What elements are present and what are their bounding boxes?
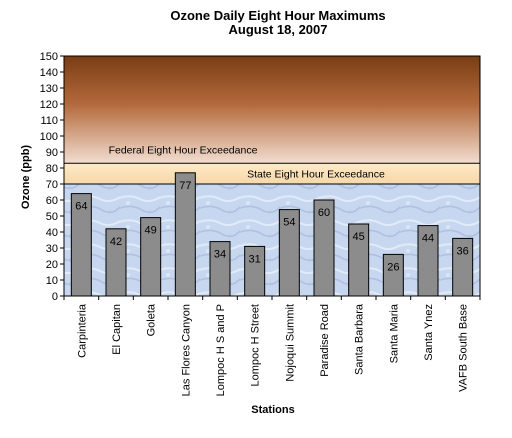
data-label-0: 64 — [75, 201, 87, 213]
chart-subtitle: August 18, 2007 — [229, 22, 328, 37]
federal-band-label: Federal Eight Hour Exceedance — [109, 145, 258, 157]
plot-frame — [63, 55, 481, 297]
data-label-1: 42 — [110, 236, 122, 248]
data-label-7: 60 — [318, 207, 330, 219]
data-label-5: 31 — [249, 253, 261, 265]
y-tick-label-1: 10 — [46, 275, 58, 287]
x-tick-label-1: El Capitan — [111, 304, 123, 355]
data-label-2: 49 — [145, 225, 157, 237]
x-axis-label: Stations — [251, 404, 294, 416]
x-tick-label-11: VAFB South Base — [458, 304, 470, 392]
y-tick-label-14: 140 — [40, 67, 58, 79]
data-label-9: 26 — [387, 261, 399, 273]
x-tick-label-2: Goleta — [146, 303, 158, 336]
x-tick-label-4: Lompoc H S and P — [215, 304, 227, 396]
data-label-8: 45 — [353, 231, 365, 243]
state-exceedance-band — [64, 163, 480, 184]
x-tick-label-3: Las Flores Canyon — [180, 304, 192, 396]
x-tick-label-9: Santa Maria — [388, 303, 400, 363]
data-label-6: 54 — [283, 217, 295, 229]
y-axis-label: Ozone (ppb) — [20, 145, 32, 209]
plot-area: Federal Eight Hour Exceedance State Eight… — [40, 51, 481, 396]
y-tick-label-2: 20 — [46, 259, 58, 271]
y-tick-label-4: 40 — [46, 227, 58, 239]
y-tick-label-0: 0 — [52, 291, 58, 303]
data-label-4: 34 — [214, 249, 226, 261]
x-tick-label-0: Carpinteria — [76, 303, 88, 358]
federal-exceedance-band — [64, 56, 480, 164]
y-tick-label-8: 80 — [46, 163, 58, 175]
x-tick-label-10: Santa Ynez — [423, 304, 435, 361]
plot-background — [64, 184, 480, 296]
y-tick-label-9: 90 — [46, 147, 58, 159]
y-tick-label-5: 50 — [46, 211, 58, 223]
x-tick-label-7: Paradise Road — [319, 304, 331, 377]
data-label-11: 36 — [457, 245, 469, 257]
x-tick-label-5: Lompoc H Street — [250, 304, 262, 387]
chart-title: Ozone Daily Eight Hour Maximums — [170, 8, 385, 23]
data-label-10: 44 — [422, 233, 434, 245]
y-tick-label-6: 60 — [46, 195, 58, 207]
y-tick-label-12: 120 — [40, 99, 58, 111]
y-tick-label-13: 130 — [40, 83, 58, 95]
y-tick-label-15: 150 — [40, 51, 58, 63]
y-tick-label-7: 70 — [46, 179, 58, 191]
x-tick-label-8: Santa Barbara — [354, 303, 366, 375]
y-tick-label-3: 30 — [46, 243, 58, 255]
state-band-label: State Eight Hour Exceedance — [247, 169, 385, 181]
x-tick-label-6: Nojoqui Summit — [284, 304, 296, 382]
y-tick-label-10: 100 — [40, 131, 58, 143]
data-label-3: 77 — [179, 180, 191, 192]
y-tick-label-11: 110 — [40, 115, 58, 127]
